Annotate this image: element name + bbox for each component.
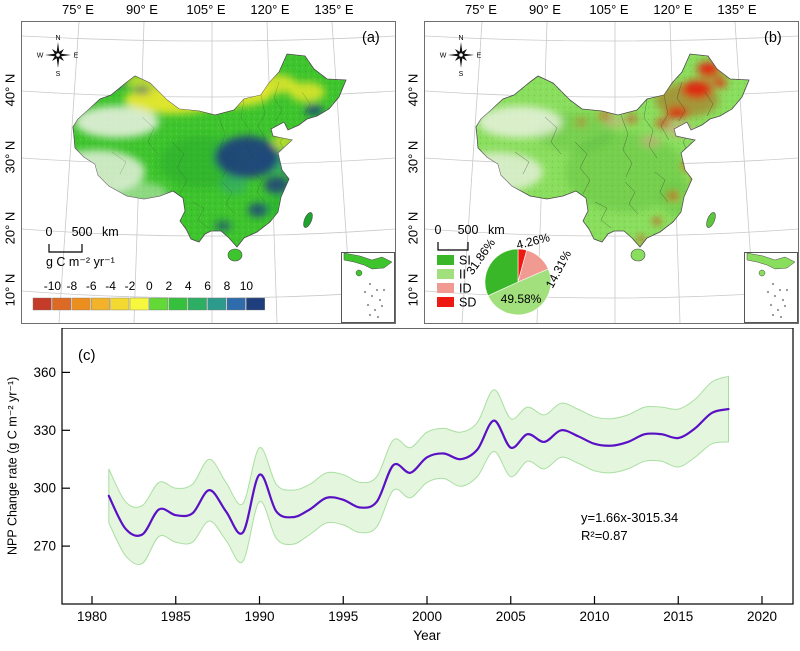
latitude-label: 30° N [2, 140, 18, 174]
pie-chart: 4.26%14.31%49.58%31.86% [463, 230, 574, 316]
compass-n: N [55, 35, 60, 42]
legend-swatch-II [437, 269, 454, 279]
compass-w: W [440, 53, 447, 60]
pie-value-label-SD: 4.26% [515, 230, 552, 252]
compass-e: E [74, 53, 79, 60]
legend-label-SD: SD [459, 296, 476, 310]
latitude-label: 10° N [2, 273, 18, 307]
latitude-label: 20° N [405, 211, 421, 245]
trend-r-squared: R²=0.87 [581, 528, 628, 543]
map-b-svg: N S W E 0 500 km SIIIIDSD4.26%14.31%49.58%31.86… [425, 22, 798, 323]
x-tick-label: 2020 [747, 609, 777, 624]
colorbar-tick-label: -8 [66, 279, 77, 293]
taiwan-island [303, 212, 313, 228]
axes [61, 328, 794, 605]
longitude-label: 135° E [717, 2, 757, 17]
colorbar-tick-label: 4 [185, 279, 192, 293]
x-tick-label: 2005 [496, 609, 526, 624]
x-tick-label: 1980 [77, 609, 107, 624]
taiwan-island [706, 212, 716, 228]
longitude-label: 75° E [465, 2, 497, 17]
latitude-label: 20° N [2, 211, 18, 245]
south-china-sea-inset [744, 252, 798, 323]
panel-c-label: (c) [78, 347, 96, 364]
hainan-island [630, 248, 646, 262]
colorbar-tick-label: -6 [86, 279, 97, 293]
y-tick-label: 270 [33, 539, 56, 554]
legend-label-II: II [459, 268, 466, 282]
panel-c-chart: 1980 1985 1990 1995 2000 2005 2010 2015 2020 270 3… [33, 328, 794, 624]
longitude-label: 135° E [314, 2, 354, 17]
x-tick-label: 2000 [412, 609, 442, 624]
scale-zero: 0 [435, 223, 442, 237]
y-tick-label: 360 [33, 365, 56, 380]
colorbar-tick-label: 10 [240, 279, 254, 293]
trend-equation: y=1.66x-3015.34 [581, 510, 679, 525]
legend-swatch-ID [437, 283, 454, 293]
x-tick-label: 1985 [161, 609, 191, 624]
colorbar-tick-label: -2 [125, 279, 136, 293]
compass-s: S [459, 71, 464, 78]
compass-rose-icon: N S W E [37, 35, 79, 78]
longitude-label: 75° E [62, 2, 94, 17]
y-tick-label: 300 [33, 481, 56, 496]
pie-slice-II [487, 268, 552, 316]
panel-b-label: (b) [764, 30, 782, 46]
scale-distance: 500 [458, 223, 479, 237]
panel-a-map: N S W E 0 500 km -10 -8 -6 -4 -2 0 2 4 6 8 10 [21, 21, 396, 324]
latitude-label: 10° N [405, 273, 421, 307]
y-axis-title: NPP Change rate (g C m⁻² yr⁻¹) [5, 376, 20, 556]
scale-bar: 0 500 km [435, 223, 505, 251]
colorbar: -10 -8 -6 -4 -2 0 2 4 6 8 10 [32, 279, 265, 311]
south-china-sea-inset [341, 252, 395, 323]
latitude-label: 40° N [405, 73, 421, 107]
colorbar-title: g C m⁻² yr⁻¹ [46, 255, 115, 269]
colorbar-tick-label: 6 [204, 279, 211, 293]
x-tick-label: 2015 [663, 609, 693, 624]
panel-b-map: N S W E 0 500 km SI II ID SD 4.26% 14.31% 49.58% 31.86… [424, 21, 799, 324]
x-axis-title: Year [413, 628, 441, 643]
scale-distance: 500 [72, 225, 93, 239]
longitude-label: 105° E [589, 2, 629, 17]
longitude-label: 105° E [186, 2, 226, 17]
hainan-island [227, 248, 243, 262]
scale-bar: 0 500 km [46, 225, 119, 253]
colorbar-tick-label: -10 [44, 279, 62, 293]
colorbar-tick-label: 2 [165, 279, 172, 293]
y-tick-label: 330 [33, 423, 56, 438]
compass-s: S [56, 71, 61, 78]
x-tick-label: 1990 [244, 609, 274, 624]
x-tick-label: 2010 [579, 609, 609, 624]
compass-e: E [477, 53, 482, 60]
pie-slice-SI [484, 248, 519, 297]
colorbar-tick-label: -4 [105, 279, 116, 293]
map-a-svg: NSW E0 500 km-10 -8 -6 -4 -2 0 2 4 6 8 10 [22, 22, 395, 323]
latitude-label: 30° N [405, 140, 421, 174]
latitude-label: 40° N [2, 73, 18, 107]
legend-label-SI: SI [459, 254, 471, 268]
colorbar-tick-label: 8 [224, 279, 231, 293]
longitude-label: 90° E [126, 2, 158, 17]
legend-swatch-SD [437, 297, 454, 307]
panel-a-label: (a) [362, 30, 380, 46]
legend-swatch-SI [437, 255, 454, 265]
colorbar-tick-label: 0 [146, 279, 153, 293]
compass-n: N [458, 35, 463, 42]
legend-label-ID: ID [459, 282, 472, 296]
scale-zero: 0 [46, 225, 53, 239]
longitude-label: 120° E [653, 2, 693, 17]
longitude-label: 120° E [250, 2, 290, 17]
x-tick-label: 1995 [328, 609, 358, 624]
compass-rose-icon: N S W E [440, 35, 482, 78]
scale-unit: km [102, 225, 119, 239]
npp-trend-line [107, 408, 730, 537]
longitude-label: 90° E [529, 2, 561, 17]
scale-unit: km [488, 223, 505, 237]
compass-w: W [37, 53, 44, 60]
confidence-band [108, 375, 729, 566]
pie-value-label-II: 49.58% [501, 292, 542, 306]
